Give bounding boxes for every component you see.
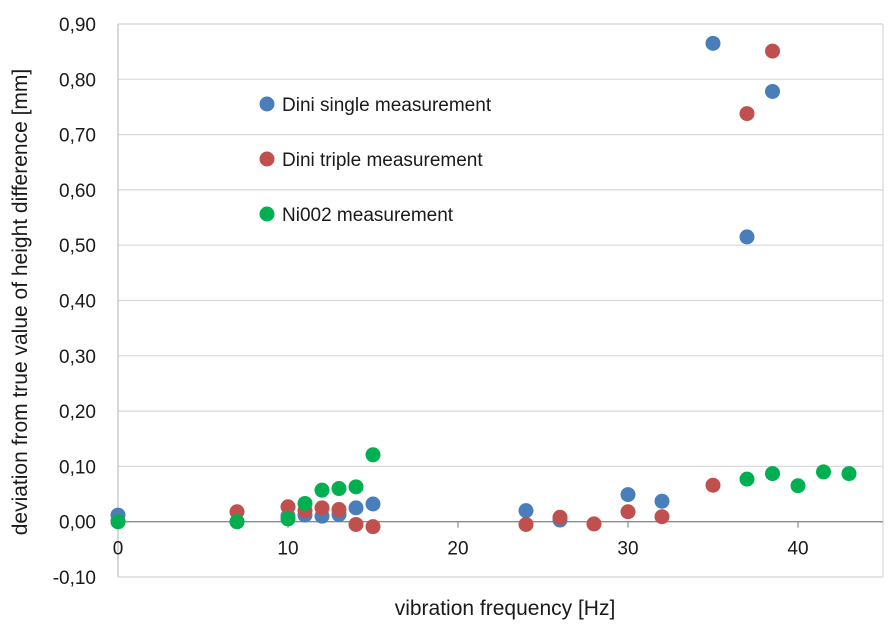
data-point	[331, 481, 347, 497]
data-point	[765, 466, 780, 482]
legend-label: Dini single measurement	[282, 95, 492, 116]
legend-item: Ni002 measurement	[259, 205, 454, 226]
data-point	[365, 447, 381, 463]
data-point	[841, 466, 857, 482]
x-tick-label: 30	[617, 539, 638, 560]
legend-marker	[259, 151, 275, 167]
data-point	[331, 502, 347, 518]
y-tick-label: -0,10	[53, 568, 96, 589]
data-point	[518, 503, 534, 519]
data-point	[739, 471, 755, 487]
point-layer	[110, 35, 857, 535]
data-point	[620, 504, 636, 520]
data-point	[229, 514, 245, 530]
axis-layer	[117, 23, 884, 578]
x-axis-title: vibration frequency [Hz]	[395, 597, 616, 620]
y-axis-title: deviation from true value of height diff…	[9, 69, 32, 536]
data-point	[816, 464, 831, 480]
y-tick-label: 0,60	[59, 181, 96, 202]
series-2	[110, 43, 780, 535]
y-tick-label: 0,10	[59, 457, 96, 478]
series-3	[110, 447, 857, 530]
data-point	[348, 479, 364, 495]
data-point	[365, 519, 381, 535]
x-tick-label: 40	[787, 539, 808, 560]
legend-item: Dini single measurement	[259, 95, 492, 116]
legend-marker	[259, 96, 275, 112]
data-point	[620, 487, 636, 503]
legend-marker	[259, 206, 275, 222]
y-tick-label: 0,80	[59, 70, 96, 91]
y-tick-label: 0,90	[59, 15, 96, 36]
data-point	[654, 493, 670, 509]
legend-label: Ni002 measurement	[282, 205, 454, 226]
y-tick-label: 0,20	[59, 402, 96, 423]
data-point	[654, 509, 670, 525]
y-tick-label: 0,70	[59, 126, 96, 147]
data-point	[705, 477, 721, 493]
x-tick-label: 0	[113, 539, 124, 560]
data-point	[790, 478, 806, 494]
y-tick-label: 0,40	[59, 292, 96, 313]
data-point	[518, 516, 534, 532]
legend-label: Dini triple measurement	[282, 150, 483, 171]
data-point	[705, 35, 721, 51]
y-tick-label: 0,30	[59, 347, 96, 368]
data-point	[280, 511, 296, 527]
tick-layer: -0,10 0,00 0,10 0,20 0,30 0,40 0,50 0,60 0,70 0,8…	[53, 15, 809, 589]
data-point	[552, 509, 568, 525]
x-tick-label: 20	[447, 539, 468, 560]
data-point	[365, 496, 381, 512]
data-point	[110, 514, 126, 530]
y-tick-label: 0,50	[59, 236, 96, 257]
y-tick-label: 0,00	[59, 513, 96, 534]
data-point	[765, 83, 780, 99]
data-point	[765, 43, 780, 59]
data-point	[739, 229, 755, 245]
legend: Dini single measurement Dini triple measu…	[259, 95, 492, 226]
data-point	[280, 499, 296, 515]
data-point	[348, 500, 364, 516]
x-tick-label: 10	[277, 539, 298, 560]
data-point	[314, 482, 330, 498]
data-point	[314, 500, 330, 516]
data-point	[348, 516, 364, 532]
grid-layer	[118, 23, 883, 578]
legend-item: Dini triple measurement	[259, 150, 483, 171]
data-point	[586, 516, 602, 532]
data-point	[739, 106, 755, 122]
data-point	[297, 495, 313, 511]
